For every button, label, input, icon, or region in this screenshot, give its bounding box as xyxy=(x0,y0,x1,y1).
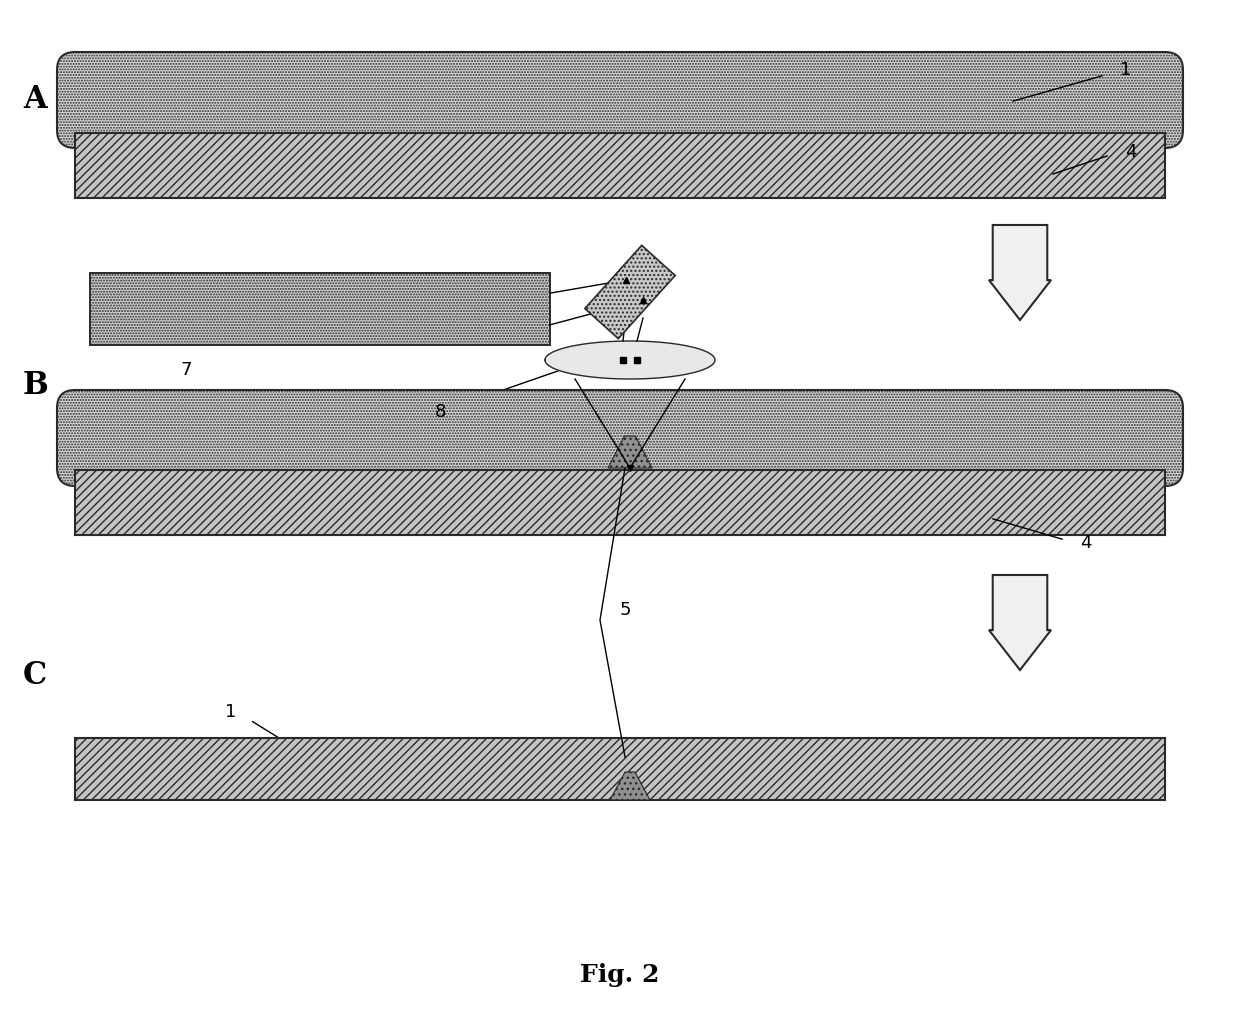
Bar xyxy=(74,739,1166,800)
Text: A: A xyxy=(24,84,47,115)
Polygon shape xyxy=(990,575,1052,670)
Text: 4: 4 xyxy=(1125,143,1137,161)
Text: 5: 5 xyxy=(620,600,631,619)
Bar xyxy=(585,245,675,339)
FancyBboxPatch shape xyxy=(57,52,1183,148)
Polygon shape xyxy=(610,772,650,800)
Bar xyxy=(74,470,1166,535)
Bar xyxy=(74,133,1166,198)
Text: 7: 7 xyxy=(180,360,191,379)
Text: 8: 8 xyxy=(435,403,446,421)
Text: C: C xyxy=(22,659,47,690)
Polygon shape xyxy=(990,225,1052,320)
Text: 1: 1 xyxy=(1120,61,1131,79)
Text: 4: 4 xyxy=(1080,534,1091,552)
Bar xyxy=(91,273,551,345)
Text: B: B xyxy=(22,370,48,401)
Polygon shape xyxy=(546,341,715,379)
FancyBboxPatch shape xyxy=(57,390,1183,486)
Polygon shape xyxy=(608,436,652,468)
Text: Fig. 2: Fig. 2 xyxy=(580,963,660,987)
Text: 1: 1 xyxy=(224,703,237,721)
